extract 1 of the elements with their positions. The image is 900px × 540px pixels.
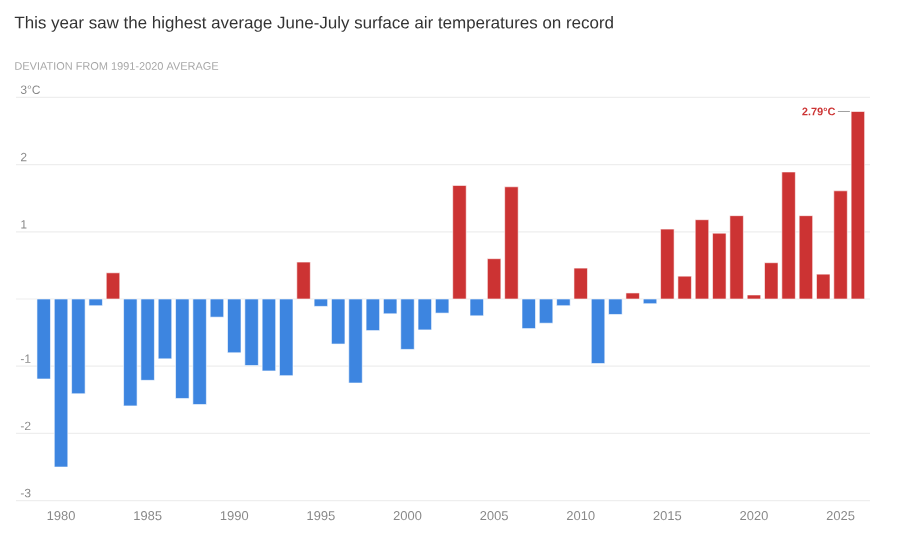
chart-subtitle: This year saw the highest average June-July surface air temperatures on record bbox=[14, 16, 613, 32]
